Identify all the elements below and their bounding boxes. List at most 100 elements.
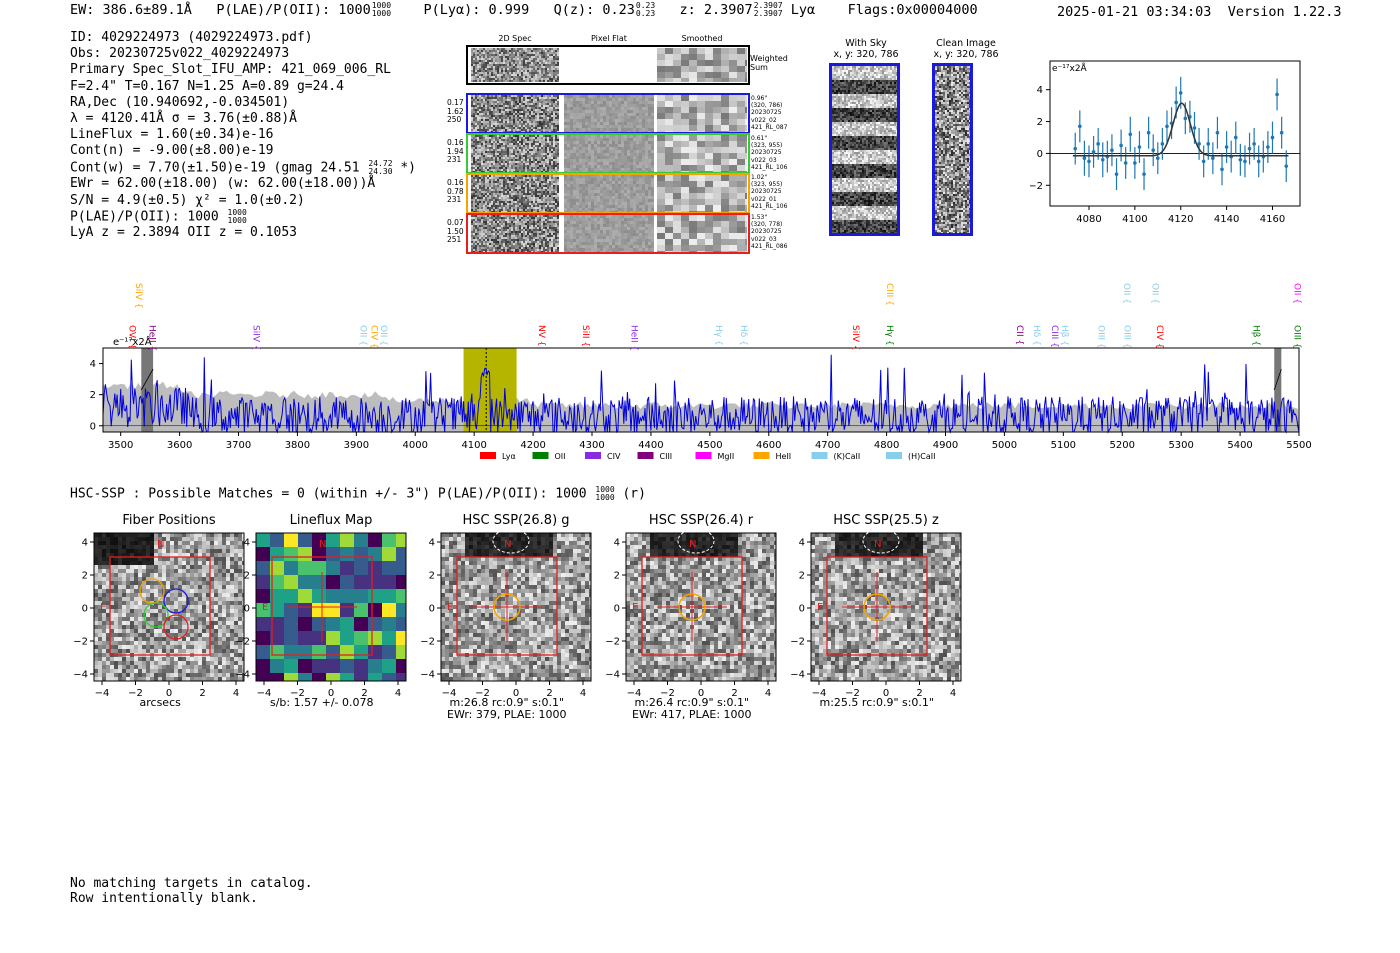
panel-3: N E −4 −2 0 2 4 4 2 0 −2 −4 bbox=[420, 530, 592, 699]
zoom-xtick-3: 4140 bbox=[1214, 214, 1239, 225]
compass-east: E bbox=[100, 602, 106, 613]
panel-caption-4: m:26.4 rc:0.9" s:0.1" EWr: 417, PLAE: 100… bbox=[632, 697, 752, 721]
info-lyaz: LyA z = 2.3894 OII z = 0.1053 bbox=[70, 225, 297, 241]
main-ytick-2: 0 bbox=[90, 421, 96, 432]
zoom-point bbox=[1100, 157, 1105, 162]
line-label-20: OII { bbox=[1121, 283, 1131, 304]
panel-ytick: −2 bbox=[73, 637, 88, 648]
qz-lo: 0.23 bbox=[635, 9, 656, 18]
aperture-box-5 bbox=[826, 556, 928, 656]
zoom-point bbox=[1123, 161, 1128, 165]
version: Version 1.22.3 bbox=[1227, 4, 1342, 20]
line-label-21: OIII { bbox=[1122, 325, 1132, 349]
panel-xtick: −4 bbox=[95, 688, 110, 699]
stamp-pixelflat-3 bbox=[564, 175, 654, 212]
row-info-1: 0.96" (320, 786) 20230725 v022_02 421_RL… bbox=[751, 95, 788, 131]
zoom-axes bbox=[1049, 60, 1301, 207]
row-label-1: 0.17 1.62 250 bbox=[447, 98, 464, 125]
stamp-row-frame-4 bbox=[466, 213, 750, 254]
panel-ytick: −4 bbox=[790, 670, 805, 681]
with-sky-title: With Sky x, y: 320, 786 bbox=[826, 38, 906, 60]
clean-image-frame bbox=[932, 63, 973, 236]
panel-ytick: 4 bbox=[429, 538, 435, 549]
zoom-ytick-0: 4 bbox=[1037, 85, 1043, 96]
clean-image bbox=[935, 66, 971, 234]
zoom-point bbox=[1119, 143, 1123, 148]
info-contw: Cont(w) = 7.70(±1.50)e-19 (gmag 24.51 24… bbox=[70, 159, 416, 177]
clean-image-title: Clean Image x, y: 320, 786 bbox=[926, 38, 1006, 60]
line-label-13: CIII { bbox=[884, 283, 894, 306]
line-label-25: OII { bbox=[1291, 283, 1301, 304]
panel-xtick: 4 bbox=[950, 688, 956, 699]
qz-hi: 0.23 bbox=[635, 1, 656, 10]
with-sky-frame bbox=[829, 63, 900, 236]
target-circle bbox=[863, 593, 891, 621]
panel-2: N E −4 −2 0 2 4 4 2 0 −2 −4 bbox=[235, 532, 407, 699]
zoom-point bbox=[1082, 156, 1087, 160]
hsc-end: (r) bbox=[622, 486, 646, 502]
zoom-ytick-3: −2 bbox=[1030, 181, 1043, 192]
panel-caption-line2: EWr: 379, PLAE: 1000 bbox=[447, 708, 567, 721]
panel-xtick: 2 bbox=[546, 688, 552, 699]
zoom-point bbox=[1220, 167, 1224, 172]
aperture-box-2 bbox=[271, 556, 373, 656]
panel-xtick: −4 bbox=[812, 688, 827, 699]
panel-ytick: 4 bbox=[614, 538, 620, 549]
zoom-point bbox=[1151, 148, 1156, 153]
footer-line-1: No matching targets in catalog. bbox=[70, 876, 313, 891]
zoom-point bbox=[1266, 145, 1270, 149]
target-circle bbox=[678, 593, 706, 621]
panel-ytick: 2 bbox=[244, 571, 250, 582]
panel-xtick: −4 bbox=[627, 688, 642, 699]
clean-image-label: Clean Image bbox=[936, 38, 996, 49]
masked-band-1 bbox=[1274, 348, 1282, 432]
zoom-point bbox=[1146, 130, 1151, 135]
sky-images bbox=[829, 63, 973, 236]
zoom-point bbox=[1238, 157, 1243, 162]
zoom-point bbox=[1183, 116, 1188, 121]
weighted-smoothed bbox=[657, 48, 747, 82]
line-label-23: CIV { bbox=[1154, 325, 1164, 349]
zoom-point bbox=[1206, 142, 1211, 146]
zoom-point bbox=[1174, 100, 1178, 105]
panel-ytick: −4 bbox=[235, 670, 250, 681]
contw-lo: 24.30 bbox=[368, 166, 393, 176]
weighted-2dspec bbox=[471, 48, 559, 82]
legend-label-0: Lyα bbox=[502, 452, 516, 461]
line-label-7: NV { bbox=[536, 325, 546, 346]
stamp-smoothed-2 bbox=[657, 135, 747, 172]
legend-swatch-3 bbox=[637, 452, 654, 459]
footer-line-2: Row intentionally blank. bbox=[70, 891, 258, 906]
zoom-point bbox=[1233, 135, 1238, 140]
legend-swatch-5 bbox=[753, 452, 770, 459]
line-label-24: Hβ { bbox=[1251, 325, 1261, 346]
zoom-point bbox=[1201, 159, 1206, 164]
line-label-19: OIII { bbox=[1096, 325, 1106, 349]
main-axes bbox=[102, 347, 1300, 433]
panel-title-2: Lineflux Map bbox=[289, 513, 373, 528]
main-xtick-11: 4600 bbox=[756, 440, 781, 451]
ew-value: EW: 386.6±89.1Å bbox=[70, 2, 192, 18]
line-label-8: SiII { bbox=[580, 325, 590, 347]
panel-xtick: 4 bbox=[580, 688, 586, 699]
plya-value: P(Lyα): 0.999 bbox=[423, 2, 530, 18]
panel-ytick: −2 bbox=[235, 637, 250, 648]
zoom-point bbox=[1215, 130, 1220, 135]
row-info-4: 1.53" (320, 778) 20230725 v022_03 421_RL… bbox=[751, 214, 788, 250]
info-lineflux: LineFlux = 1.60(±0.34)e-16 bbox=[70, 127, 274, 143]
stamp-pixelflat-1 bbox=[564, 95, 654, 132]
header-line: EW: 386.6±89.1Å P(LAE)/P(OII): 1000 1000 1… bbox=[70, 1, 978, 19]
zoom-point bbox=[1160, 142, 1165, 146]
main-xtick-12: 4700 bbox=[815, 440, 840, 451]
zoom-point bbox=[1096, 142, 1100, 146]
panel-ytick: 2 bbox=[429, 571, 435, 582]
panel-xtick: 2 bbox=[731, 688, 737, 699]
z-hi: 2.3907 bbox=[753, 1, 783, 10]
panel-xtick: 2 bbox=[361, 688, 367, 699]
zoom-point bbox=[1110, 148, 1114, 153]
info-contn: Cont(n) = -9.00(±8.00)e-19 bbox=[70, 143, 274, 159]
legend-swatch-6 bbox=[811, 452, 828, 459]
z-value: z: 2.3907 bbox=[679, 2, 753, 18]
with-sky-coords: x, y: 320, 786 bbox=[833, 49, 899, 60]
flags-value: Flags:0x00004000 bbox=[847, 2, 978, 18]
